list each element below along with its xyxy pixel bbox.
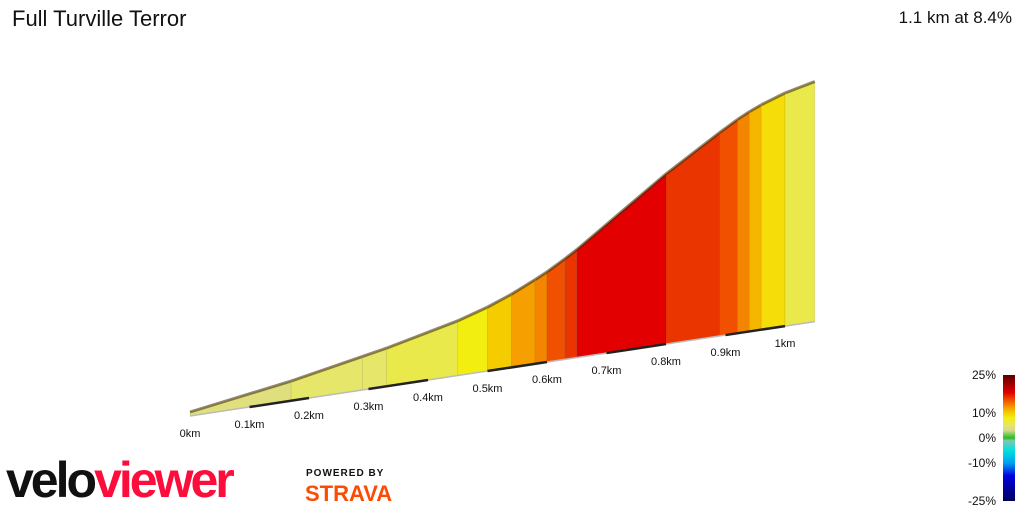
profile-top-edge	[546, 257, 566, 274]
distance-tick-band	[249, 396, 310, 409]
x-tick-label: 0.8km	[651, 356, 681, 368]
veloviewer-logo: veloviewer	[6, 452, 235, 508]
profile-segment	[760, 92, 786, 331]
x-tick-label: 0.2km	[294, 410, 324, 422]
profile-top-edge	[510, 278, 536, 296]
profile-segment	[576, 173, 667, 358]
profile-segment	[748, 104, 762, 332]
powered-by-label: POWERED BY	[306, 468, 385, 479]
distance-tick-band	[606, 342, 667, 355]
profile-top-edge	[784, 80, 816, 95]
legend-label: -25%	[968, 494, 996, 508]
profile-top-edge	[486, 292, 513, 309]
legend-colorbar	[1003, 375, 1015, 501]
profile-top-edge	[534, 270, 548, 281]
x-tick-label: 0km	[180, 428, 201, 440]
profile-segment	[546, 258, 566, 363]
profile-segment	[784, 81, 816, 327]
climb-summary: 1.1 km at 8.4%	[898, 8, 1012, 27]
profile-top-edge	[362, 346, 387, 358]
profile-top-edge	[575, 172, 667, 251]
x-tick-label: 0.4km	[413, 392, 443, 404]
x-tick-label: 0.9km	[711, 347, 741, 359]
profile-top-edge	[748, 103, 762, 114]
profile-segment	[737, 111, 750, 334]
profile-segment	[719, 118, 738, 337]
distance-tick-band	[368, 378, 429, 391]
profile-segment	[564, 249, 578, 360]
profile-top-edge	[665, 131, 721, 176]
profile-top-edge	[290, 355, 364, 383]
profile-top-edge	[457, 305, 489, 323]
profile-top-edge	[563, 248, 578, 260]
profile-top-edge	[385, 319, 459, 350]
distance-tick-band	[725, 324, 786, 337]
x-tick-label: 0.1km	[235, 419, 265, 431]
profile-top-edge	[736, 110, 751, 121]
x-tick-label: 0.5km	[473, 383, 503, 395]
gradient-legend: 25% 10% 0% -10% -25%	[968, 368, 1015, 508]
page-title: Full Turville Terror	[12, 6, 187, 31]
profile-segment	[534, 271, 548, 365]
x-tick-label: 0.7km	[592, 365, 622, 377]
legend-label: 0%	[979, 431, 997, 445]
profile-segment	[665, 132, 720, 345]
profile-top-edge	[718, 118, 739, 134]
legend-label: 25%	[972, 368, 996, 382]
profile-top-edge	[189, 379, 292, 414]
x-tick-label: 1km	[775, 338, 796, 350]
legend-label: -10%	[968, 456, 996, 470]
distance-tick-band	[487, 360, 548, 373]
strava-logo: STRAVA	[305, 481, 393, 506]
legend-label: 10%	[972, 406, 996, 420]
x-tick-label: 0.6km	[532, 374, 562, 386]
profile-top-edge	[760, 91, 786, 107]
x-tick-label: 0.3km	[354, 401, 384, 413]
